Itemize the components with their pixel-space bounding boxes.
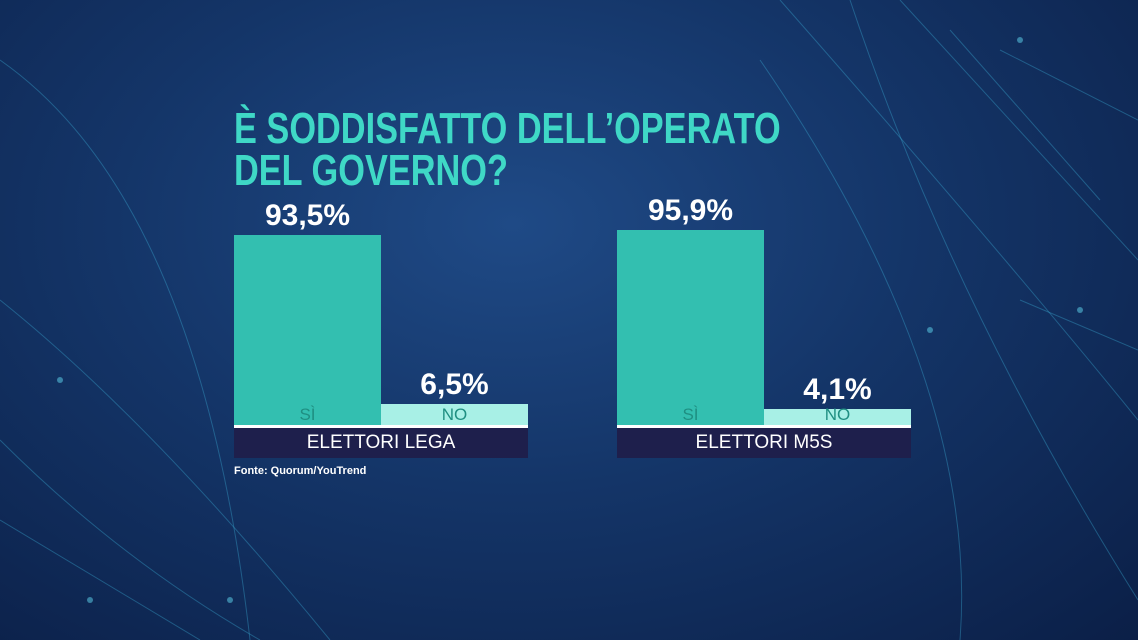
chart-title: È SODDISFATTO DELL’OPERATO DEL GOVERNO?: [234, 104, 781, 195]
bar-category-label: NO: [441, 405, 468, 424]
group-label: ELETTORI LEGA: [234, 428, 528, 458]
baseline: [617, 425, 911, 428]
data-label: 6,5%: [420, 368, 489, 402]
bar-no: NO: [381, 404, 528, 425]
baseline: [234, 425, 528, 428]
title-line-1: È SODDISFATTO DELL’OPERATO: [234, 104, 781, 153]
bar-category-label: SÌ: [299, 405, 316, 424]
title-line-2: DEL GOVERNO?: [234, 146, 508, 195]
data-label: 4,1%: [803, 373, 872, 407]
bar-category-label: NO: [824, 405, 851, 424]
bar-group: SÌ 93,5% NO 6,5% ELETTORI LEGA: [234, 180, 528, 458]
data-label: 95,9%: [647, 194, 734, 227]
bar-yes: SÌ: [617, 230, 764, 425]
bar-yes: SÌ: [234, 234, 381, 425]
source-note: Fonte: Quorum/YouTrend: [234, 465, 367, 477]
bar-category-label: SÌ: [682, 405, 699, 424]
bar-no: NO: [764, 405, 911, 425]
data-label: 93,5%: [264, 198, 351, 232]
group-label: ELETTORI M5S: [617, 428, 911, 458]
bar-group: SÌ 95,9% NO 4,1% ELETTORI M5S: [617, 180, 911, 458]
